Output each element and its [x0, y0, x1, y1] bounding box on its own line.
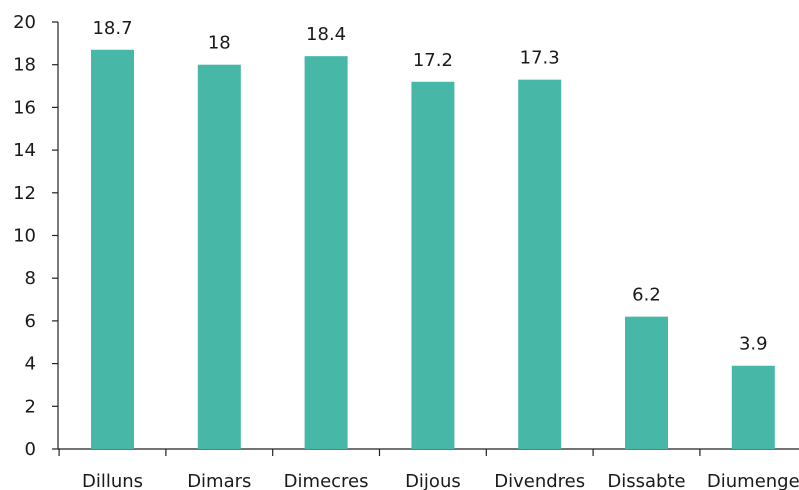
y-tick-label: 2 [25, 396, 36, 417]
x-axis: Dilluns Dimars Dimecres Dijous Divendres Diss… [58, 448, 799, 490]
bar [731, 365, 775, 449]
bar [411, 81, 455, 449]
bar [518, 79, 562, 450]
x-category-label: Dijous [405, 471, 461, 490]
bar-value-label: 18 [208, 33, 231, 54]
y-tick-label: 0 [25, 439, 36, 460]
y-tick-label: 4 [25, 354, 36, 375]
bar [197, 64, 241, 449]
x-category-label: Diumenge [707, 471, 799, 490]
x-category-label: Divendres [494, 471, 585, 490]
bar-value-label: 18.4 [306, 24, 346, 45]
y-tick-label: 18 [13, 55, 36, 76]
bar [304, 56, 348, 449]
bar-value-label: 17.3 [520, 48, 560, 69]
bar-value-label: 18.7 [92, 18, 132, 39]
y-tick-label: 14 [13, 140, 36, 161]
bar-value-label: 6.2 [632, 285, 661, 306]
x-category-label: Dissabte [607, 471, 685, 490]
y-tick-label: 12 [13, 183, 36, 204]
x-category-label: Dimars [187, 471, 251, 490]
data-labels: 18.7 18 18.4 17.2 17.3 6.2 3.9 [92, 18, 767, 355]
y-tick-label: 16 [13, 97, 36, 118]
bar [91, 49, 134, 449]
y-tick-label: 6 [25, 311, 36, 332]
bar [625, 316, 668, 449]
bars [91, 49, 775, 450]
x-category-label: Dilluns [82, 471, 143, 490]
bar-value-label: 3.9 [739, 334, 768, 355]
bar-value-label: 17.2 [413, 50, 453, 71]
y-tick-label: 8 [25, 268, 36, 289]
y-tick-label: 10 [13, 226, 36, 247]
y-tick-label: 20 [13, 12, 36, 33]
y-axis: 0 2 4 6 8 10 12 14 16 18 20 [13, 12, 59, 460]
x-category-label: Dimecres [284, 471, 369, 490]
